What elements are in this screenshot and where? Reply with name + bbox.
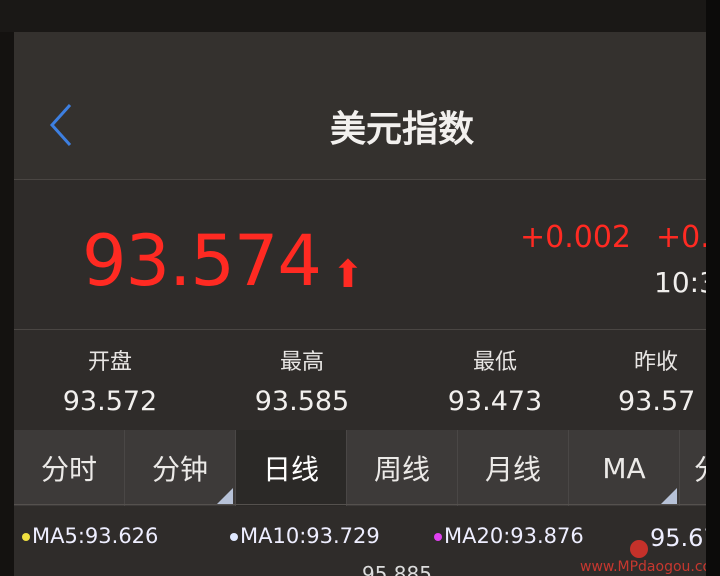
watermark: www.MPdaogou.com — [580, 540, 720, 576]
tab-minute[interactable]: 分钟 — [125, 430, 236, 506]
quote-time: 10:34 — [654, 266, 706, 299]
tab-label: 日线 — [262, 453, 319, 486]
tab-ma[interactable]: MA — [569, 430, 680, 506]
dot-icon — [434, 533, 442, 541]
nav-header: 美元指数 — [14, 32, 706, 180]
page-title: 美元指数 — [329, 109, 474, 150]
ma-legend: MA5:93.626 MA10:93.729 MA20:93.876 95.67 — [14, 518, 706, 558]
ma-value: MA5:93.626 — [32, 524, 159, 548]
period-tabs: 分时 分钟 日线 周线 月线 MA 分 — [14, 430, 706, 506]
axis-value: 95.67 — [650, 524, 706, 552]
tab-label: 分时 — [40, 453, 97, 486]
ma5-legend: MA5:93.626 — [22, 524, 158, 548]
stat-high: 最高 93.585 — [232, 344, 372, 417]
arrow-up-icon: ⬆ — [332, 252, 364, 296]
tab-more[interactable]: 分 — [680, 430, 706, 506]
stat-prev-close: 昨收 93.57 — [618, 344, 706, 417]
dot-icon — [22, 533, 30, 541]
current-price: 93.574 — [82, 220, 322, 302]
app-screen: 美元指数 93.574 ⬆ +0.002 +0.0 10:34 开盘 93.572… — [14, 32, 706, 576]
stat-low: 最低 93.473 — [425, 344, 565, 417]
ma20-legend: MA20:93.876 — [434, 524, 584, 548]
ma-value: MA20:93.876 — [444, 524, 584, 548]
tab-label: 分钟 — [151, 453, 208, 486]
stat-value: 93.585 — [254, 386, 350, 417]
tab-weekly[interactable]: 周线 — [347, 430, 458, 506]
device-bezel-right — [706, 0, 720, 576]
tab-label: 分 — [694, 448, 706, 488]
tab-monthly[interactable]: 月线 — [458, 430, 569, 506]
stat-label: 最低 — [472, 350, 517, 375]
stat-label: 昨收 — [634, 350, 679, 375]
tab-label: 月线 — [484, 453, 541, 486]
price-change: +0.002 — [520, 220, 632, 255]
ma10-legend: MA10:93.729 — [230, 524, 380, 548]
stat-label: 开盘 — [87, 350, 132, 375]
stat-label: 最高 — [279, 350, 324, 375]
stat-value: 93.473 — [447, 386, 543, 417]
tab-label: MA — [602, 451, 646, 485]
dropdown-corner-icon — [217, 488, 233, 504]
dot-icon — [230, 533, 238, 541]
stat-value: 93.572 — [62, 386, 158, 417]
tab-daily[interactable]: 日线 — [236, 430, 347, 506]
tab-label: 周线 — [373, 453, 430, 486]
watermark-logo — [630, 540, 648, 558]
stats-row: 开盘 93.572 最高 93.585 最低 93.473 昨收 93.57 — [14, 332, 706, 430]
chart-high-label: 95.885 — [362, 562, 432, 576]
chart-divider — [14, 504, 706, 505]
stat-open: 开盘 93.572 — [40, 344, 180, 417]
chevron-left-icon[interactable] — [48, 102, 74, 148]
price-change-percent: +0.0 — [656, 220, 706, 255]
tab-timeshare[interactable]: 分时 — [14, 430, 125, 506]
device-bezel — [0, 0, 720, 32]
watermark-text: www.MPdaogou.com — [580, 559, 720, 575]
stat-value: 93.57 — [618, 386, 696, 417]
quote-panel: 93.574 ⬆ +0.002 +0.0 10:34 — [14, 180, 706, 330]
dropdown-corner-icon — [661, 488, 677, 504]
ma-value: MA10:93.729 — [240, 524, 380, 548]
